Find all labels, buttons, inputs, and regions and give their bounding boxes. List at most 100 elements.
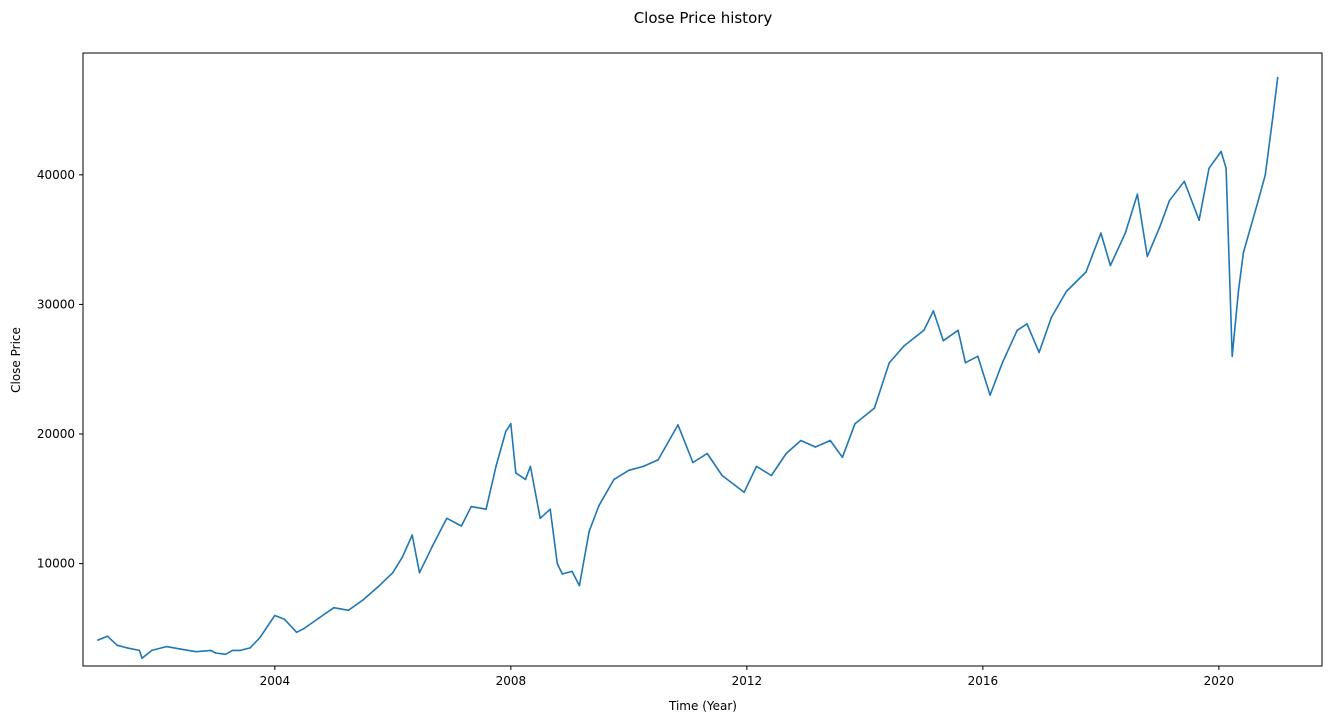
data-point bbox=[677, 424, 679, 426]
x-tick-label: 2020 bbox=[1204, 674, 1235, 688]
data-point bbox=[923, 329, 925, 332]
data-point bbox=[1026, 323, 1028, 325]
data-point bbox=[628, 469, 630, 472]
data-point bbox=[1220, 150, 1222, 153]
data-point bbox=[1198, 219, 1200, 221]
data-point bbox=[116, 644, 118, 647]
data-point bbox=[1183, 180, 1186, 183]
data-point bbox=[141, 657, 143, 659]
x-axis-label: Time (Year) bbox=[668, 699, 737, 713]
data-point bbox=[195, 650, 197, 653]
y-axis-label: Close Price bbox=[9, 327, 23, 393]
data-point bbox=[743, 491, 745, 494]
data-point bbox=[1136, 193, 1139, 196]
data-point bbox=[1001, 361, 1004, 364]
data-point bbox=[814, 446, 817, 448]
data-point bbox=[957, 329, 959, 332]
data-point bbox=[333, 606, 335, 609]
data-point bbox=[411, 534, 414, 536]
data-point bbox=[126, 647, 128, 649]
data-point bbox=[259, 636, 261, 639]
data-point bbox=[613, 478, 615, 481]
data-point bbox=[274, 614, 276, 617]
data-point bbox=[515, 472, 517, 474]
data-point bbox=[1050, 316, 1053, 319]
y-tick-label: 10000 bbox=[37, 557, 75, 571]
data-point bbox=[1109, 264, 1112, 267]
data-point bbox=[721, 474, 723, 477]
data-point bbox=[151, 649, 153, 652]
data-point bbox=[347, 609, 350, 612]
x-tick-label: 2008 bbox=[496, 674, 527, 688]
data-point bbox=[97, 639, 99, 641]
data-point bbox=[318, 617, 320, 619]
data-point bbox=[932, 310, 935, 312]
data-point bbox=[106, 635, 109, 637]
data-point bbox=[770, 474, 773, 477]
data-point bbox=[642, 465, 645, 468]
data-point bbox=[485, 508, 487, 511]
data-point bbox=[1242, 251, 1245, 254]
data-point bbox=[377, 586, 379, 588]
data-point bbox=[829, 439, 832, 442]
data-point bbox=[1231, 355, 1233, 358]
data-point bbox=[989, 394, 991, 396]
data-point bbox=[1225, 167, 1227, 170]
data-point bbox=[431, 546, 433, 548]
data-point bbox=[1100, 232, 1102, 234]
data-point bbox=[657, 459, 659, 461]
data-point bbox=[1085, 271, 1087, 273]
data-point bbox=[854, 422, 856, 425]
data-point bbox=[180, 648, 182, 650]
data-point bbox=[692, 461, 694, 464]
data-point bbox=[561, 573, 564, 575]
series-line bbox=[97, 77, 1279, 659]
data-point bbox=[755, 465, 758, 468]
data-point bbox=[942, 339, 945, 342]
y-axis: 10000 20000 30000 40000 bbox=[37, 168, 83, 571]
data-point bbox=[295, 631, 298, 634]
data-point bbox=[210, 649, 212, 652]
data-point bbox=[446, 517, 448, 520]
data-point bbox=[785, 452, 787, 455]
data-point bbox=[964, 361, 967, 364]
data-point bbox=[1124, 232, 1127, 234]
plot-frame bbox=[82, 52, 1323, 667]
data-point bbox=[588, 530, 590, 532]
data-point bbox=[977, 355, 979, 358]
data-point bbox=[231, 649, 234, 652]
data-point bbox=[549, 508, 551, 511]
x-axis: 2004 2008 2012 2016 2020 bbox=[260, 666, 1235, 688]
data-point bbox=[460, 525, 463, 527]
data-point bbox=[1272, 115, 1274, 118]
data-point bbox=[283, 618, 286, 621]
data-point bbox=[529, 465, 532, 468]
data-point bbox=[401, 556, 404, 558]
data-point bbox=[1208, 167, 1210, 170]
data-point bbox=[495, 465, 497, 468]
x-tick-label: 2004 bbox=[260, 674, 291, 688]
data-point bbox=[138, 649, 141, 652]
data-point bbox=[1065, 290, 1068, 293]
x-tick-label: 2016 bbox=[968, 674, 999, 688]
data-point bbox=[1159, 225, 1161, 228]
data-point bbox=[362, 599, 364, 601]
data-point bbox=[510, 422, 512, 425]
data-point bbox=[249, 647, 251, 649]
data-point bbox=[873, 407, 876, 409]
data-point bbox=[800, 439, 802, 442]
data-point bbox=[888, 361, 891, 364]
data-point bbox=[1276, 76, 1279, 79]
data-point bbox=[706, 452, 708, 455]
data-point bbox=[1168, 199, 1171, 202]
data-point bbox=[165, 645, 168, 648]
data-point bbox=[239, 649, 241, 652]
data-point bbox=[303, 627, 306, 630]
data-point bbox=[841, 456, 844, 459]
data-point bbox=[539, 517, 541, 520]
data-point bbox=[224, 653, 227, 656]
y-tick-label: 40000 bbox=[37, 168, 75, 182]
series-layer bbox=[97, 76, 1279, 659]
data-point bbox=[1264, 174, 1267, 176]
